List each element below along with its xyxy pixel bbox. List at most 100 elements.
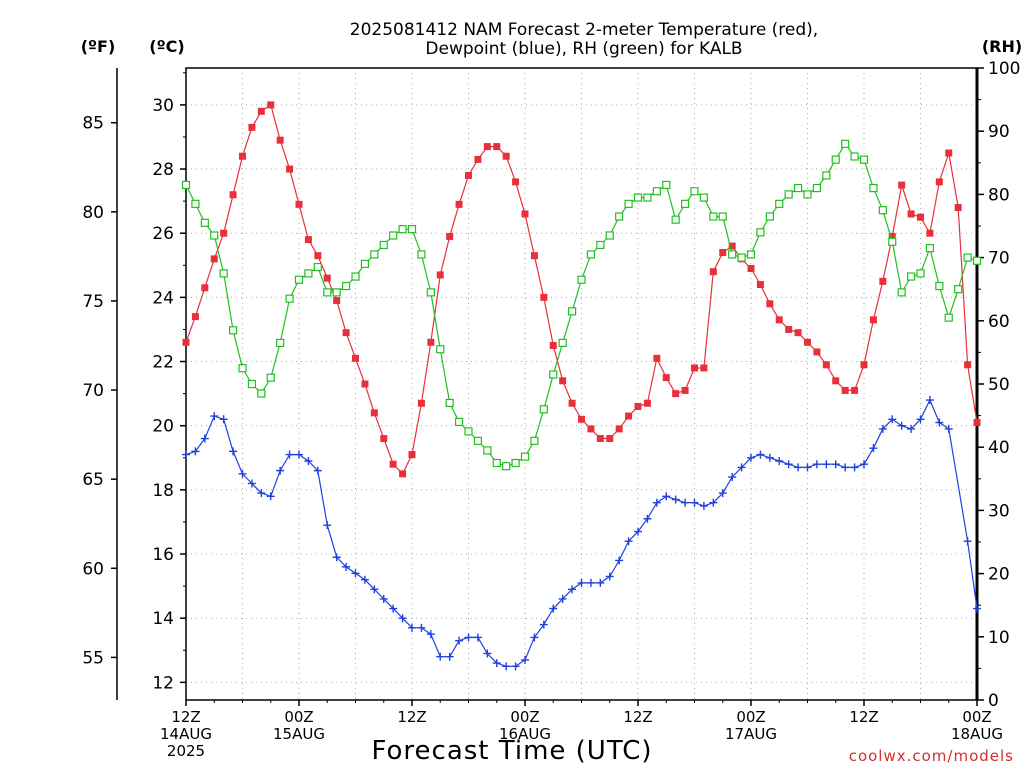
rh-point [492, 458, 501, 468]
rh-point [718, 212, 727, 221]
dewpoint-point [944, 424, 953, 433]
temperature-point [389, 460, 397, 468]
temperature-point [370, 409, 378, 417]
rh-point [191, 199, 200, 208]
rh-point [332, 288, 341, 297]
dewpoint-point [803, 463, 812, 472]
dewpoint-point [389, 604, 398, 613]
dewpoint-point [502, 662, 511, 671]
dewpoint-point [191, 447, 200, 456]
rh-point [671, 215, 680, 224]
celsius-tick-label: 16 [152, 545, 174, 565]
rh-tick-label: 30 [988, 501, 1010, 521]
dewpoint-point [860, 460, 868, 469]
temperature-point [691, 364, 698, 372]
temperature-point [973, 418, 981, 426]
temperature-point [681, 386, 689, 394]
rh-point [643, 193, 652, 202]
temperature-point [634, 402, 642, 410]
dewpoint-point [765, 453, 774, 462]
dewpoint-point [888, 415, 897, 424]
rh-point [652, 187, 661, 196]
temperature-point [314, 252, 322, 260]
dewpoint-point [229, 447, 238, 456]
rh-point [417, 250, 426, 259]
temperature-point [248, 123, 256, 131]
rh-point [247, 379, 257, 389]
temperature-point [474, 155, 482, 163]
temperature-point [775, 316, 783, 324]
temperature-point [841, 386, 849, 394]
rh-point [407, 225, 417, 234]
dewpoint-point [935, 418, 944, 427]
temperature-point [512, 178, 520, 186]
dewpoint-point [605, 572, 614, 581]
title-line-2: Dewpoint (blue), RH (green) for KALB [425, 39, 742, 59]
temperature-point [615, 425, 623, 433]
rh-point [511, 458, 520, 468]
dewpoint-point [379, 594, 388, 603]
rh-point [699, 193, 709, 202]
temperature-point [794, 329, 802, 337]
dewpoint-point [596, 578, 605, 587]
temperature-point [267, 101, 275, 109]
x-tick-label: 16AUG [499, 725, 551, 743]
temperature-point [540, 293, 548, 301]
dewpoint-point [276, 466, 285, 475]
rh-point [549, 370, 558, 379]
chart-title: 2025081412 NAM Forecast 2-meter Temperat… [350, 20, 818, 59]
celsius-tick-label: 20 [152, 417, 174, 437]
temperature-point [427, 338, 435, 346]
dewpoint-point [266, 492, 275, 501]
rh-point [831, 155, 840, 164]
rh-point [878, 206, 887, 215]
temperature-point [813, 348, 821, 356]
rh-point [916, 269, 925, 278]
axes: 12 14 16 18 20 22 24 26 28 30 55 60 65 70 75 80 85 0 10 20 3… [82, 59, 1020, 760]
rh-point [906, 272, 916, 281]
rh-point [709, 212, 718, 221]
dewpoint-point [775, 456, 784, 465]
temperature-point [907, 210, 915, 218]
dewpoint-point [794, 463, 803, 472]
x-tick-label: 2025 [167, 742, 205, 760]
dewpoint-point [869, 444, 878, 453]
temperature-point [851, 386, 859, 394]
rh-point [662, 180, 671, 190]
temperature-point [295, 200, 303, 208]
rh-point [304, 269, 313, 278]
celsius-tick-label: 12 [152, 673, 174, 693]
temperature-point [756, 281, 764, 289]
temperature-point [257, 107, 265, 115]
temperature-point [917, 213, 924, 221]
rh-point [633, 193, 643, 202]
temperature-point [408, 451, 416, 459]
temperature-point [323, 274, 331, 282]
rh-point [238, 364, 247, 373]
dewpoint-point [897, 421, 906, 430]
rh-point [276, 338, 285, 348]
rh-point [615, 212, 624, 221]
x-tick-label: 12Z [171, 708, 200, 726]
fahrenheit-tick-label: 65 [82, 470, 104, 490]
x-tick-label: 17AUG [725, 725, 777, 743]
dewpoint-point [549, 604, 558, 613]
rh-tick-label: 10 [988, 628, 1010, 648]
rh-point [341, 281, 351, 291]
rh-point [436, 345, 445, 354]
rh-tick-label: 0 [988, 691, 999, 711]
rh-point [859, 155, 869, 164]
rh-point [228, 326, 238, 335]
temperature-point [869, 316, 877, 324]
fahrenheit-tick-label: 70 [82, 381, 104, 401]
rh-point [483, 446, 492, 455]
temperature-point [361, 380, 369, 388]
rh-point [323, 288, 332, 297]
rh-point [605, 231, 614, 240]
dewpoint-point [662, 492, 671, 501]
fahrenheit-tick-label: 80 [82, 203, 104, 223]
rh-tick-label: 90 [988, 122, 1010, 142]
gridlines [186, 68, 977, 700]
temperature-point [229, 191, 237, 199]
temperature-point [210, 255, 218, 263]
